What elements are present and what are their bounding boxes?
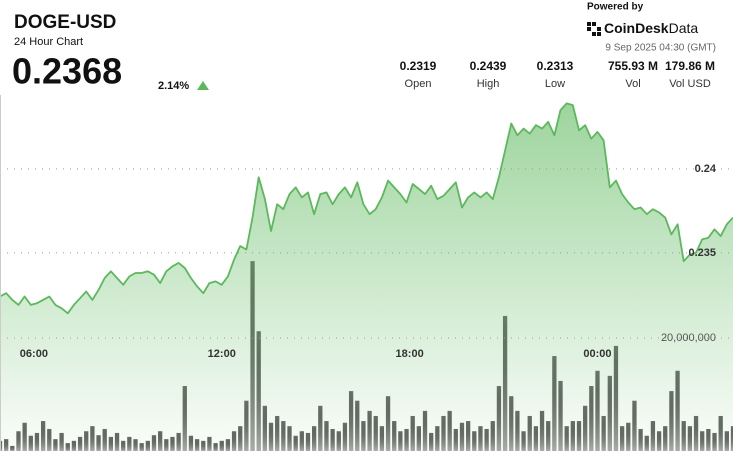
subtitle: 24 Hour Chart xyxy=(14,36,83,48)
stat-value: 179.86 M xyxy=(665,59,715,73)
stat-label: Open xyxy=(405,78,432,90)
brand-name: CoinDesk xyxy=(604,20,669,36)
stat-value: 0.2313 xyxy=(537,59,574,73)
price-line xyxy=(0,102,733,315)
x-tick-label: 06:00 xyxy=(20,348,48,360)
stat-label: Low xyxy=(545,78,565,90)
stat-label: Vol USD xyxy=(669,78,711,90)
y2-tick-label: 20,000,000 xyxy=(661,332,716,344)
plot: 0.235 0.24 20,000,000 06:00 12:00 18:00 00:00 xyxy=(0,102,733,451)
timestamp: 9 Sep 2025 04:30 (GMT) xyxy=(605,43,716,54)
brand-logo: CoinDeskData xyxy=(587,20,698,36)
symbol: DOGE-USD xyxy=(14,12,116,33)
x-tick-label: 00:00 xyxy=(583,348,611,360)
brand-suffix: Data xyxy=(669,20,699,36)
stats: 0.2319 Open 0.2439 High 0.2313 Low 755.93 M Vol… xyxy=(400,59,715,90)
up-arrow xyxy=(197,81,209,90)
price: 0.2368 xyxy=(12,51,122,92)
y-tick-label: 0.24 xyxy=(695,163,717,175)
powered-by: Powered by xyxy=(587,2,644,13)
change: 2.14% xyxy=(158,80,189,92)
stat-value: 0.2319 xyxy=(400,59,437,73)
price-area xyxy=(0,103,733,451)
y-tick-label: 0.235 xyxy=(688,247,716,259)
brand: CoinDeskData xyxy=(604,20,698,36)
x-tick-label: 18:00 xyxy=(396,348,424,360)
stat-label: Vol xyxy=(625,78,640,90)
stat-label: High xyxy=(477,78,500,90)
stat-value: 0.2439 xyxy=(470,59,507,73)
x-tick-label: 12:00 xyxy=(208,348,236,360)
stat-value: 755.93 M xyxy=(608,59,658,73)
